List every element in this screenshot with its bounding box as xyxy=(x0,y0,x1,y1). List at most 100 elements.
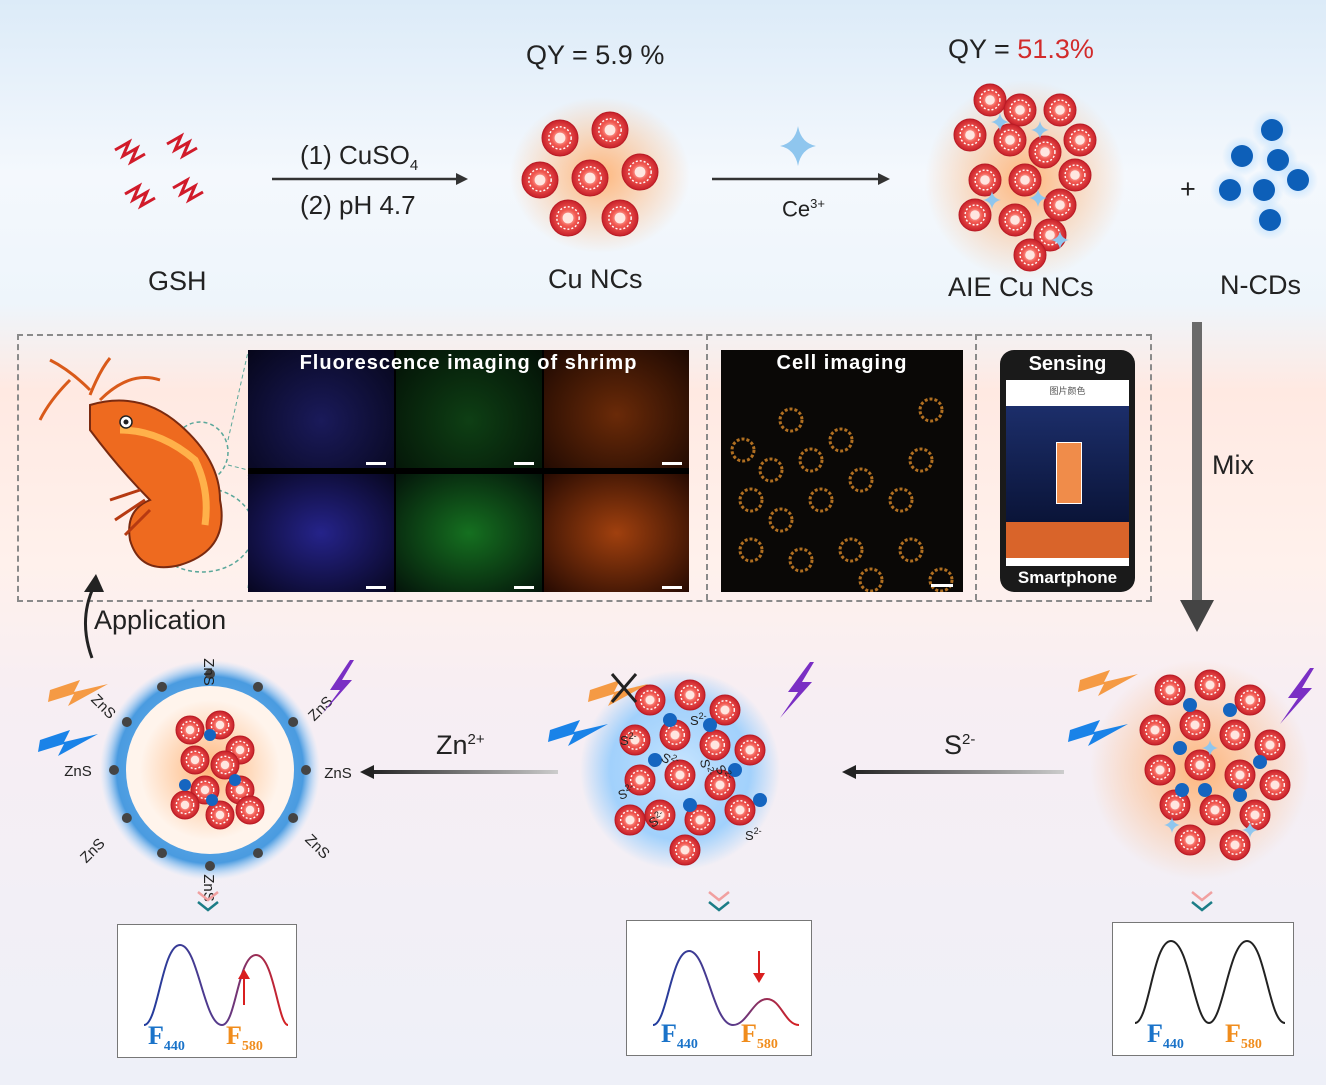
cu-nanocluster xyxy=(235,795,265,825)
cu-nanocluster xyxy=(175,715,205,745)
cell xyxy=(828,427,854,453)
cu-nanocluster xyxy=(958,198,992,232)
cu-nanocluster xyxy=(734,734,766,766)
cell xyxy=(788,547,814,573)
n-cd-dot xyxy=(648,753,662,767)
cell xyxy=(928,567,954,592)
cell xyxy=(768,507,794,533)
cu-nanocluster xyxy=(973,83,1007,117)
zns-label: ZnS xyxy=(301,831,332,862)
sparkle-icon xyxy=(780,126,816,166)
n-cd-dot xyxy=(1253,755,1267,769)
cu-nanocluster xyxy=(659,719,691,751)
cu-nanocluster xyxy=(601,199,639,237)
n-cd-dot xyxy=(1253,179,1275,201)
cell xyxy=(838,537,864,563)
cu-nanocluster xyxy=(1179,709,1211,741)
cu-qy-label: QY = 5.9 % xyxy=(526,40,665,70)
cu-nanocluster xyxy=(709,694,741,726)
phone-result-panel xyxy=(1006,522,1129,558)
f440-label: F440 xyxy=(148,1021,185,1055)
f580-label: F580 xyxy=(1225,1019,1262,1053)
cu-nanocluster xyxy=(180,745,210,775)
n-cd-dot xyxy=(1233,788,1247,802)
cell xyxy=(848,467,874,493)
spectrum-mixed: F440 F580 xyxy=(1112,922,1294,1056)
cu-nanocluster xyxy=(724,794,756,826)
f580-label: F580 xyxy=(226,1021,263,1055)
zns-site xyxy=(288,717,299,727)
shrimp-fluorescence-images: Fluorescence imaging of shrimp xyxy=(248,350,689,592)
ce-label: Ce3+ xyxy=(782,196,825,222)
cu-nanocluster xyxy=(1058,158,1092,192)
cu-nanocluster xyxy=(1043,188,1077,222)
ce-ion-icon xyxy=(1202,740,1218,756)
smartphone: 图片颜色 Sensing Smartphone xyxy=(1000,350,1135,592)
cu-nanocluster xyxy=(1219,829,1251,861)
cu-nanocluster xyxy=(644,799,676,831)
n-cd-dot xyxy=(1173,741,1187,755)
s-label: S2- xyxy=(944,730,976,760)
blue-channel-image xyxy=(248,474,394,592)
zns-label: ZnS xyxy=(64,763,92,780)
n-cd-dot xyxy=(206,794,218,806)
cu-nanocluster xyxy=(684,804,716,836)
red-channel-image xyxy=(544,474,689,592)
zns-site xyxy=(121,717,132,727)
sensing-title: Sensing xyxy=(1028,353,1107,375)
s2-quenched-probe: S2-S2-S2-S2-S2-S2-S2-S2- xyxy=(548,662,814,870)
zns-label: ZnS xyxy=(77,835,108,866)
cell xyxy=(808,487,834,513)
smartphone-label: Smartphone xyxy=(1017,568,1118,587)
step1-label: (1) CuSO4 xyxy=(300,140,419,175)
light-bolt-icon xyxy=(1078,670,1138,696)
n-cd-dot xyxy=(1261,119,1283,141)
f580-label: F580 xyxy=(741,1019,778,1053)
cell xyxy=(898,537,924,563)
mixed-probe xyxy=(1068,660,1314,880)
cu-nanocluster xyxy=(704,769,736,801)
zn-label: Zn2+ xyxy=(436,730,485,760)
n-cd-dot xyxy=(1287,169,1309,191)
gsh-label: GSH xyxy=(148,266,207,296)
application-label: Application xyxy=(94,605,227,635)
cu-nanocluster xyxy=(521,161,559,199)
cells xyxy=(730,397,954,592)
cell xyxy=(758,457,784,483)
cell-imaging-image: Cell imaging xyxy=(721,350,963,592)
green-channel-image xyxy=(396,350,542,468)
light-bolt-icon xyxy=(48,680,108,706)
cu-nanocluster xyxy=(674,679,706,711)
cell xyxy=(888,487,914,513)
n-cd-dot xyxy=(229,774,241,786)
cu-nanocluster xyxy=(1174,824,1206,856)
shrimp-imaging-title: Fluorescence imaging of shrimp xyxy=(299,352,638,374)
application-panel xyxy=(17,334,1152,602)
ce-ion-icon xyxy=(1051,231,1069,249)
cu-nanocluster xyxy=(953,118,987,152)
spectrum-curve xyxy=(652,949,800,1027)
f440-label: F440 xyxy=(661,1019,698,1053)
cu-nanocluster xyxy=(634,684,666,716)
s-arrow xyxy=(842,765,1064,779)
cu-nanocluster xyxy=(1043,93,1077,127)
cu-nanocluster xyxy=(1219,719,1251,751)
cu-ncs-label: Cu NCs xyxy=(548,264,643,294)
cu-nanocluster xyxy=(170,790,200,820)
ce-ion-icon xyxy=(983,191,1001,209)
step2-label: (2) pH 4.7 xyxy=(300,190,416,220)
panel-divider xyxy=(706,334,708,600)
cu-nanocluster xyxy=(664,759,696,791)
light-bolt-icon xyxy=(1280,668,1314,724)
cu-nanocluster xyxy=(1008,163,1042,197)
cu-nanocluster xyxy=(1194,669,1226,701)
panel-divider xyxy=(975,334,977,600)
cu-nanocluster xyxy=(1003,93,1037,127)
zns-site xyxy=(157,848,167,859)
chevron-down-icon xyxy=(1191,891,1213,912)
f440-label: F440 xyxy=(1147,1019,1184,1053)
n-cd-dot xyxy=(728,763,742,777)
synthesis-arrow xyxy=(272,173,468,185)
cell xyxy=(858,567,884,592)
